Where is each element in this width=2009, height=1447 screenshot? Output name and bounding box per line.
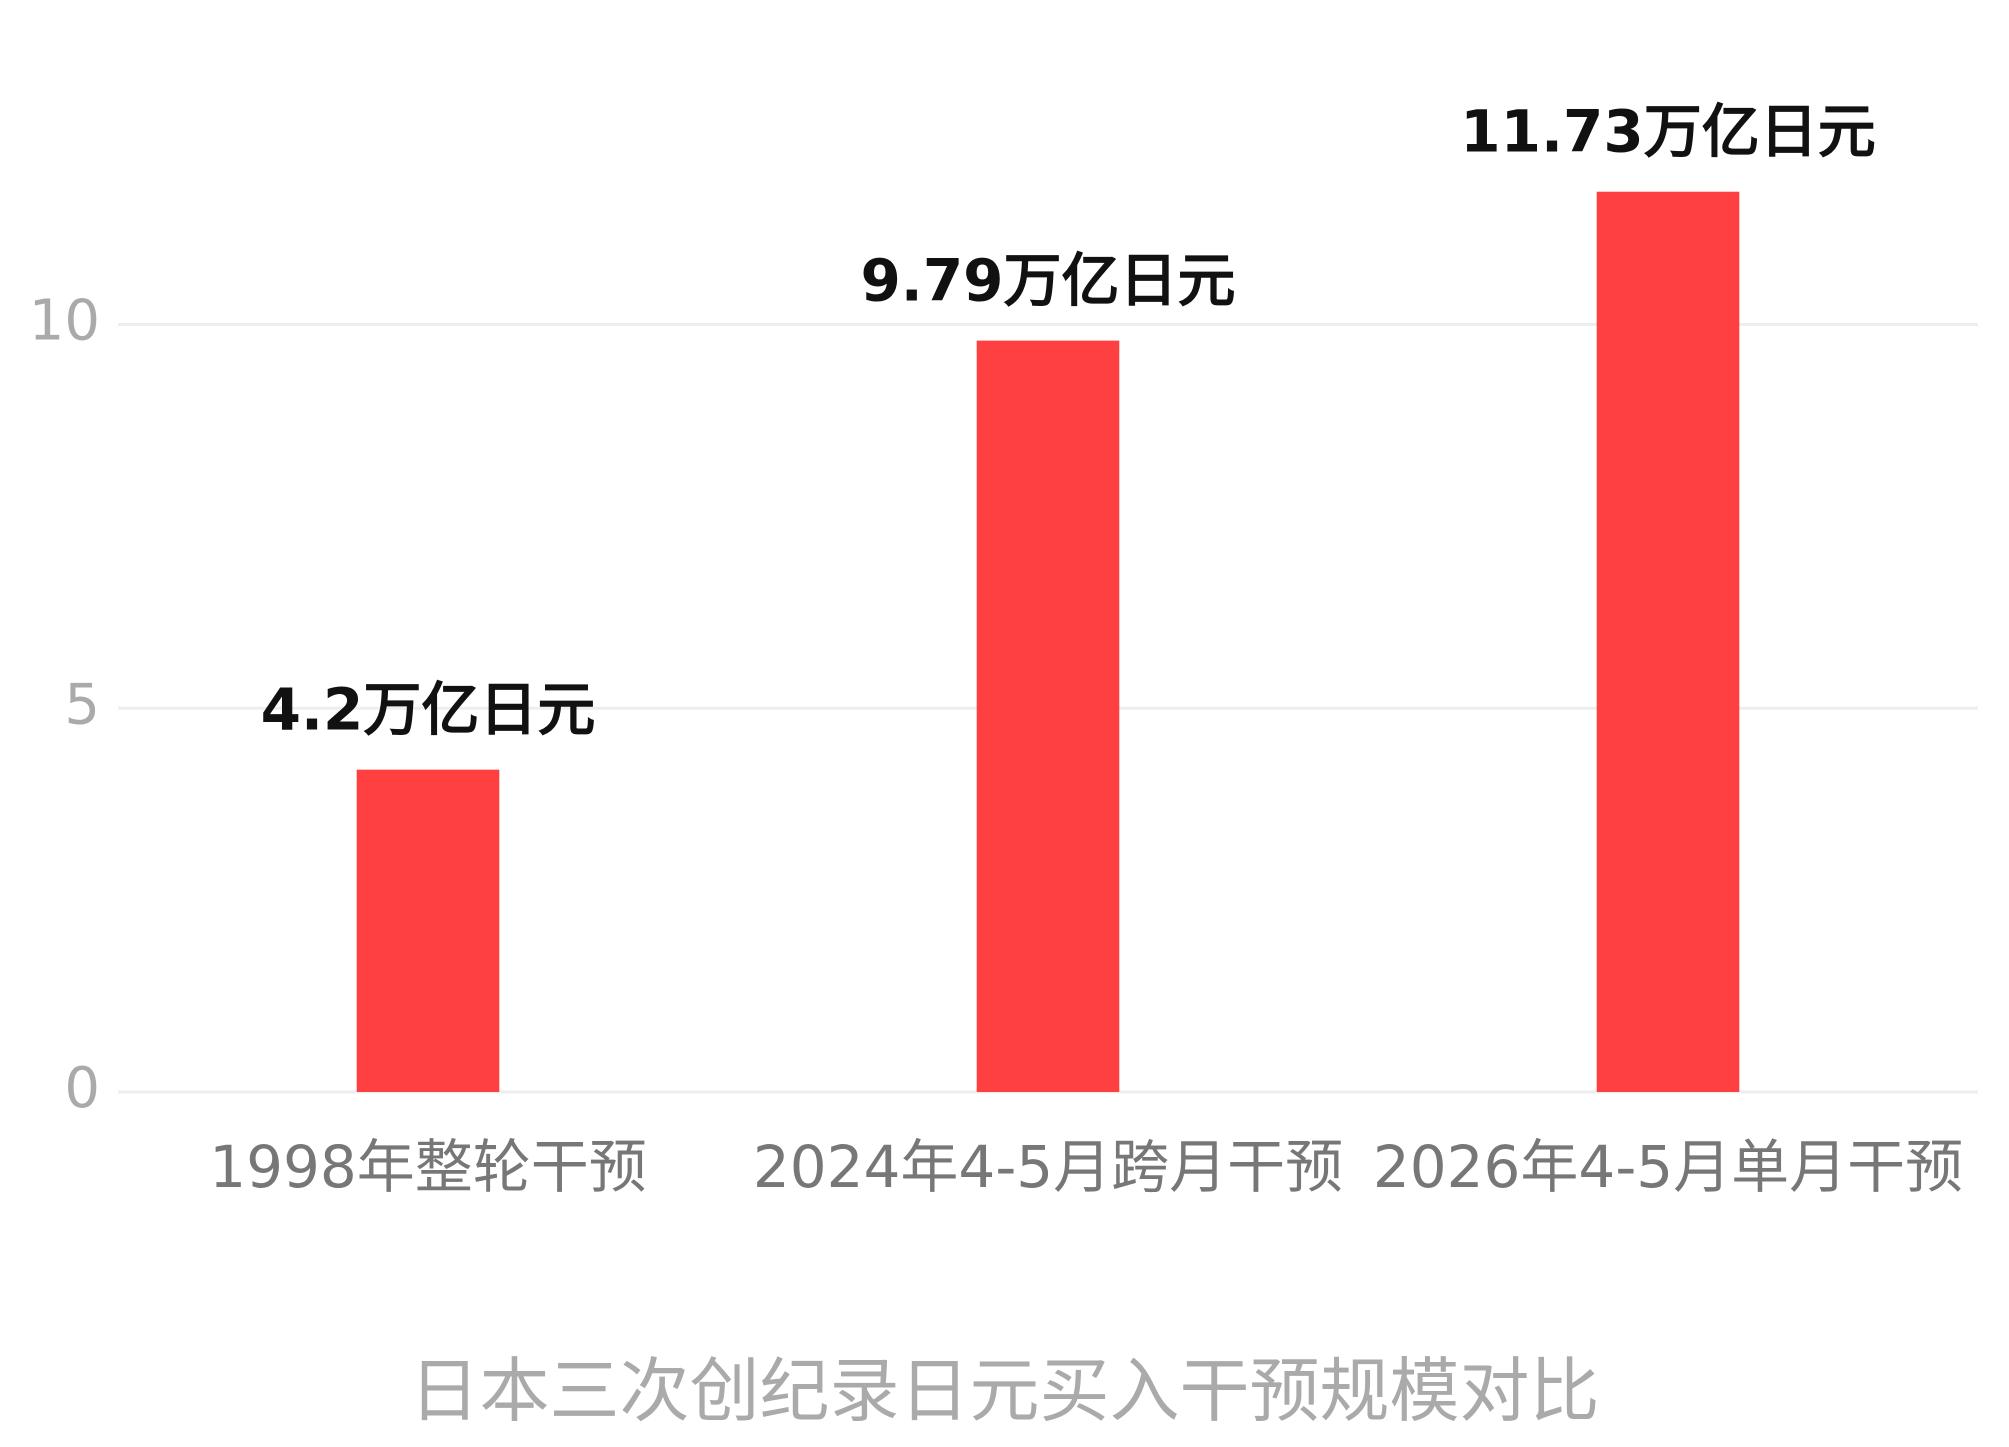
bar [356, 769, 500, 1092]
y-tick-label: 5 [64, 672, 100, 737]
chart-title: 日本三次创纪录日元买入干预规模对比 [409, 1350, 1600, 1432]
value-label: 11.73万亿日元 [1460, 98, 1875, 166]
x-tick-label: 2024年4-5月跨月干预 [752, 1133, 1344, 1201]
x-tick-label: 1998年整轮干预 [209, 1133, 647, 1201]
y-tick-label: 0 [64, 1056, 100, 1121]
x-tick-label: 2026年4-5月单月干预 [1372, 1133, 1964, 1201]
y-tick-label: 10 [29, 289, 100, 354]
value-label: 9.79万亿日元 [860, 247, 1235, 315]
value-label: 4.2万亿日元 [261, 676, 596, 744]
bar [976, 340, 1120, 1092]
bar [1596, 191, 1740, 1092]
